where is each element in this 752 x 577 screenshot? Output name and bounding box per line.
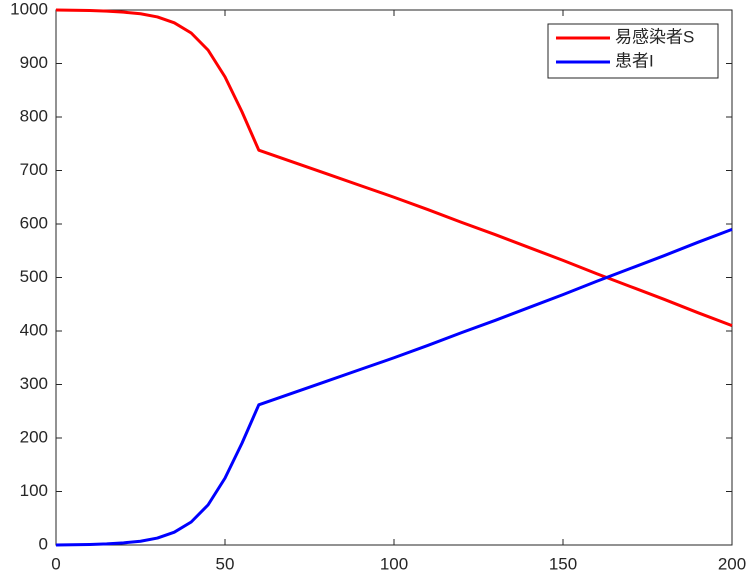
x-tick-label: 100: [380, 554, 408, 573]
y-tick-label: 0: [39, 534, 48, 553]
plot-area: [55, 9, 733, 546]
legend-box: [547, 23, 719, 79]
y-tick-label: 800: [20, 106, 48, 125]
y-tick-label: 500: [20, 267, 48, 286]
x-tick-label: 150: [549, 554, 577, 573]
legend-label: 易感染者S: [615, 27, 694, 46]
y-tick-label: 100: [20, 481, 48, 500]
y-tick-label: 600: [20, 213, 48, 232]
series-line: [55, 227, 733, 547]
y-tick-label: 900: [20, 53, 48, 72]
x-tick-label: 200: [718, 554, 746, 573]
y-tick-label: 300: [20, 374, 48, 393]
legend-label: 患者I: [615, 51, 654, 70]
y-tick-label: 1000: [10, 0, 48, 18]
x-tick-label: 50: [216, 554, 235, 573]
series-line: [55, 8, 733, 328]
y-tick-label: 200: [20, 427, 48, 446]
x-tick-label: 0: [51, 554, 60, 573]
y-tick-label: 400: [20, 320, 48, 339]
y-tick-label: 700: [20, 160, 48, 179]
